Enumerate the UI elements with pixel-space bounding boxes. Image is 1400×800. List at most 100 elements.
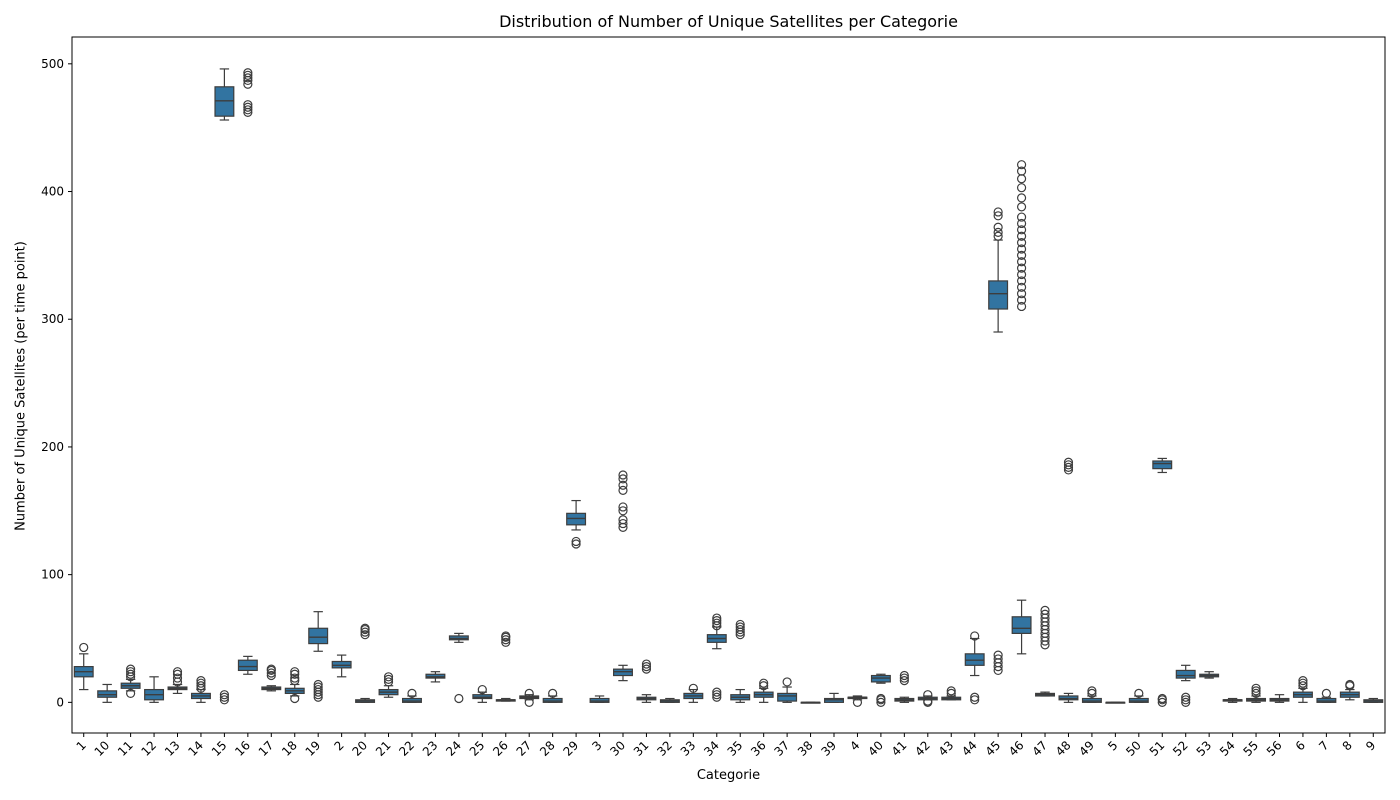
outlier-point [243, 79, 253, 89]
x-tick-label: 3 [589, 738, 604, 753]
outlier-point [126, 667, 136, 677]
box-group-2 [331, 654, 352, 678]
box-group-10 [97, 683, 118, 703]
outlier-point [1134, 688, 1144, 699]
x-tick-label: 2 [331, 738, 346, 753]
outlier-point [876, 693, 886, 704]
x-tick-label: 50 [1123, 738, 1144, 759]
x-tick-label: 13 [162, 738, 183, 759]
y-tick-label: 0 [56, 695, 64, 709]
x-tick-label: 1 [74, 738, 89, 753]
outlier-point [993, 222, 1003, 232]
box-group-3 [589, 695, 610, 703]
x-tick-label: 51 [1147, 738, 1168, 759]
x-tick-label: 16 [232, 738, 253, 759]
outlier-point [1063, 457, 1074, 467]
y-tick-label: 300 [41, 312, 64, 326]
x-tick-label: 43 [936, 738, 957, 759]
x-tick-label: 55 [1240, 738, 1261, 759]
outlier-point [524, 697, 534, 707]
x-tick-label: 9 [1363, 738, 1378, 753]
box-group-48 [1058, 457, 1079, 703]
outlier-point [1251, 683, 1261, 693]
outlier-point [712, 616, 722, 626]
outlier-point [970, 692, 980, 702]
outlier-point [946, 686, 956, 696]
box-group-54 [1222, 697, 1243, 703]
x-tick-label: 53 [1194, 738, 1215, 759]
box-group-40 [870, 673, 891, 707]
outlier-point [1016, 202, 1027, 212]
chart-title: Distribution of Number of Unique Satelli… [499, 12, 958, 31]
outlier-point [1063, 462, 1074, 472]
outlier-point [360, 623, 370, 633]
outlier-point [618, 485, 628, 495]
outlier-point [735, 624, 745, 635]
outlier-point [1016, 289, 1027, 299]
outlier-point [618, 518, 628, 529]
box-group-20 [355, 623, 376, 703]
outlier-point [899, 676, 909, 686]
outlier-point [407, 688, 417, 699]
outlier-point [993, 211, 1003, 221]
outlier-point [1087, 686, 1097, 696]
x-tick-label: 4 [847, 738, 862, 753]
x-tick-label: 42 [912, 738, 933, 759]
outlier-point [477, 684, 487, 695]
box [777, 692, 798, 702]
outlier-point [219, 690, 230, 700]
outlier-point [196, 678, 206, 688]
outlier-point [618, 502, 628, 512]
outlier-point [1016, 244, 1027, 254]
box-group-25 [472, 684, 493, 703]
outlier-point [548, 688, 558, 699]
outlier-point [290, 693, 300, 704]
x-tick-label: 37 [772, 738, 793, 759]
outlier-point [1016, 231, 1027, 241]
x-tick-label: 34 [701, 738, 722, 759]
outlier-point [688, 683, 698, 693]
x-axis-label: Categorie [696, 768, 761, 783]
outlier-point [571, 539, 581, 549]
outlier-point [196, 676, 206, 686]
x-tick-label: 21 [373, 738, 394, 759]
outlier-point [1063, 460, 1074, 470]
outlier-point [1298, 678, 1308, 688]
outlier-point [290, 669, 300, 679]
box [1011, 616, 1032, 634]
box-group-29 [566, 499, 587, 549]
box [308, 627, 329, 645]
box-group-16 [237, 68, 258, 675]
outlier-point [79, 642, 89, 653]
x-tick-label: 56 [1264, 738, 1285, 759]
x-tick-label: 11 [115, 738, 136, 759]
box-group-5 [1105, 701, 1126, 704]
x-tick-label: 5 [1105, 738, 1120, 753]
outlier-point [172, 667, 183, 677]
outlier-point [172, 669, 183, 679]
outlier-point [641, 664, 652, 674]
box-group-46 [1011, 160, 1032, 655]
box-group-19 [308, 611, 329, 702]
outlier-point [1181, 697, 1191, 707]
x-tick-label: 24 [443, 738, 464, 759]
box-group-7 [1316, 688, 1337, 703]
box-group-50 [1128, 688, 1149, 703]
x-tick-label: 41 [889, 738, 910, 759]
x-tick-label: 28 [537, 738, 558, 759]
box-group-36 [753, 678, 774, 703]
outlier-point [852, 697, 863, 707]
outlier-point [243, 105, 253, 115]
box-group-55 [1246, 683, 1267, 703]
y-axis: 0 100 200 300 400 500 [41, 57, 72, 709]
outlier-point [126, 688, 136, 699]
x-tick-label: 36 [748, 738, 769, 759]
outlier-point [383, 672, 394, 682]
x-tick-label: 8 [1340, 738, 1355, 753]
outlier-point [1016, 250, 1027, 260]
outlier-point [1251, 686, 1261, 696]
box-group-39 [824, 692, 844, 703]
outlier-point [1016, 166, 1027, 176]
outlier-point [618, 470, 628, 480]
x-tick-label: 25 [467, 738, 488, 759]
